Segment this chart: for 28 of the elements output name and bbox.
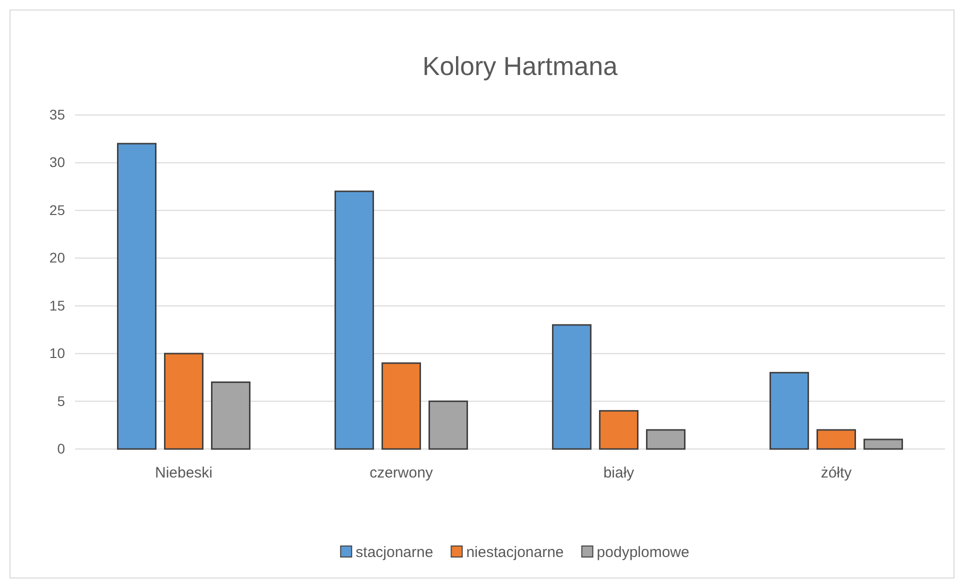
chart-title: Kolory Hartmana: [422, 51, 618, 81]
legend-label: podyplomowe: [596, 544, 690, 561]
y-tick-label: 35: [49, 106, 66, 122]
legend-label: stacjonarne: [356, 544, 434, 561]
bar: [646, 429, 686, 450]
bar: [382, 362, 421, 450]
bar: [334, 190, 374, 450]
y-tick-label: 30: [49, 154, 66, 170]
x-tick-label: biały: [603, 464, 635, 482]
x-tick-label: żółty: [820, 464, 852, 482]
bar: [164, 352, 204, 450]
y-tick-label: 15: [49, 297, 66, 314]
bar: [428, 400, 468, 450]
bar: [211, 381, 250, 450]
y-tick-label: 0: [57, 440, 66, 456]
x-tick-label: Niebeski: [154, 464, 213, 482]
bar: [816, 429, 856, 450]
bar: [770, 372, 809, 450]
legend-label: niestacjonarne: [466, 544, 564, 561]
bar: [599, 410, 638, 450]
y-tick-label: 5: [57, 392, 66, 409]
bar: [552, 324, 592, 450]
y-tick-label: 20: [49, 250, 66, 266]
bar: [117, 142, 156, 450]
y-tick-label: 10: [49, 345, 66, 362]
x-tick-label: czerwony: [370, 464, 434, 482]
bar: [864, 438, 903, 450]
y-tick-label: 25: [49, 202, 66, 218]
